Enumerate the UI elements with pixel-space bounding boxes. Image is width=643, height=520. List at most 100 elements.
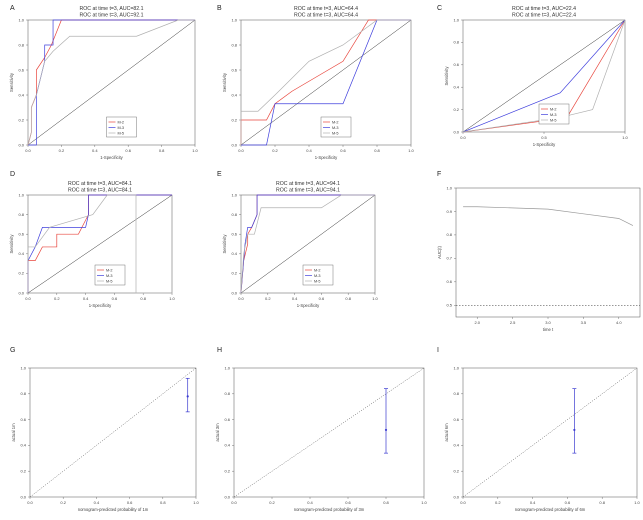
x-axis-label: 1-Specificity	[315, 155, 338, 160]
x-tick-label: 0.6	[340, 148, 346, 153]
roc-curve-m-5	[462, 19, 626, 133]
x-tick-label: 0.0	[460, 500, 466, 505]
panel-letter-i: I	[437, 347, 439, 354]
y-tick-label: 1.0	[20, 365, 26, 370]
x-axis-label: 1-Specificity	[89, 303, 112, 308]
y-tick-label: 0.8	[453, 391, 459, 396]
x-tick-label: 1.0	[193, 500, 199, 505]
x-tick-label: 0.2	[60, 500, 66, 505]
x-tick-label: 0.0	[25, 296, 31, 301]
y-tick-label: 0.4	[231, 92, 237, 97]
x-tick-label: 0.6	[127, 500, 133, 505]
x-tick-label: 0.6	[319, 296, 325, 301]
chart-title: ROC at time t=3, AUC=64.4	[294, 13, 358, 19]
y-tick-label: 0.6	[224, 417, 230, 422]
reference-diagonal	[240, 194, 376, 294]
y-tick-label: 0.6	[18, 67, 24, 72]
y-tick-label: 0.0	[18, 290, 24, 295]
roc-curve-m-5	[240, 19, 411, 145]
plot-frame	[29, 367, 197, 498]
chart-title: ROC at time t=3, AUC=84.1	[68, 181, 132, 187]
y-tick-label: 0.4	[453, 85, 459, 90]
y-tick-label: 1.0	[446, 185, 452, 190]
roc-curve-m-3	[27, 194, 172, 293]
y-tick-label: 0.6	[453, 62, 459, 67]
y-tick-label: 0.8	[446, 232, 452, 237]
auc-curve	[463, 206, 634, 226]
y-tick-label: 0.2	[231, 117, 237, 122]
legend-label: M-5	[106, 279, 113, 283]
x-tick-label: 1.0	[634, 500, 640, 505]
y-axis-label: AUC(t)	[437, 245, 442, 258]
y-tick-label: 1.0	[18, 192, 24, 197]
chart-title: ROC at time t=3, AUC=22.4	[512, 13, 576, 19]
legend-label: M-2	[332, 120, 339, 124]
calibration-diagonal	[462, 367, 638, 498]
x-tick-label: 0.0	[25, 148, 31, 153]
reference-diagonal	[27, 194, 173, 294]
x-axis-label: nomogram-predicted probability of 1m	[78, 507, 149, 512]
x-tick-label: 0.2	[59, 148, 65, 153]
x-tick-label: 0.8	[345, 296, 351, 301]
legend-label: M-3	[314, 274, 321, 278]
calibration-point	[573, 428, 576, 432]
x-tick-label: 0.4	[83, 296, 89, 301]
legend-label: M-3	[106, 274, 113, 278]
y-tick-label: 0.2	[224, 469, 230, 474]
y-axis-label: Sensitivity	[9, 234, 14, 254]
reference-diagonal	[240, 19, 412, 146]
y-axis-label: actual 6m	[444, 423, 449, 442]
y-tick-label: 0.0	[231, 290, 237, 295]
plot-frame	[233, 367, 425, 498]
y-tick-label: 1.0	[224, 365, 230, 370]
x-axis-label: 1-Specificity	[297, 303, 320, 308]
y-tick-label: 1.0	[453, 17, 459, 22]
x-tick-label: 0.6	[565, 500, 571, 505]
panel-f: F 2.0 2.5 3.0 3.5 4.0 0.5 0.6 0.7 0.8 0.9 1.0 time t…	[437, 171, 641, 332]
y-tick-label: 0.4	[453, 443, 459, 448]
x-tick-label: 1.0	[372, 296, 378, 301]
x-tick-label: 0.4	[306, 148, 312, 153]
y-axis-label: Sensitivity	[444, 66, 449, 86]
x-tick-label: 0.8	[159, 148, 165, 153]
panel-letter-c: C	[437, 5, 442, 12]
x-tick-label: 1.0	[622, 135, 628, 140]
x-tick-label: 0.0	[238, 296, 244, 301]
x-axis-label: 1-Specificity	[533, 142, 556, 147]
x-tick-label: 0.2	[265, 296, 271, 301]
y-tick-label: 0.8	[18, 212, 24, 217]
y-tick-label: 0.0	[224, 494, 230, 499]
roc-curve-m-3	[462, 19, 626, 133]
roc-curve-m-5	[240, 194, 375, 294]
reference-diagonal	[27, 19, 196, 146]
x-axis-label: nomogram-predicted probability of 6m	[515, 507, 586, 512]
x-tick-label: 0.4	[307, 500, 313, 505]
roc-curve-m-3	[241, 19, 411, 146]
x-tick-label: 0.0	[460, 135, 466, 140]
y-tick-label: 0.2	[20, 469, 26, 474]
legend-label: M-3	[550, 113, 557, 117]
panel-g: G 0.0 0.2 0.4 0.6 0.8 1.0 0.0 0.2 0.4 0.6 0.8 1.0 nom…	[10, 347, 200, 512]
x-tick-label: 0.4	[92, 148, 98, 153]
x-tick-label: 0.6	[345, 500, 351, 505]
legend-label: M-3	[332, 126, 339, 130]
x-tick-label: 0.2	[269, 500, 275, 505]
y-tick-label: 0.8	[231, 212, 237, 217]
x-tick-label: 1.0	[192, 148, 198, 153]
x-tick-label: 0.2	[272, 148, 278, 153]
x-tick-label: 0.2	[54, 296, 60, 301]
x-tick-label: 0.0	[27, 500, 33, 505]
legend-label: M-3	[118, 126, 125, 130]
y-tick-label: 0.6	[231, 232, 237, 237]
legend-label: M-5	[314, 279, 321, 283]
x-tick-label: 0.5	[541, 135, 547, 140]
y-tick-label: 1.0	[231, 192, 237, 197]
chart-title: ROC at time t=3, AUC=64.4	[294, 6, 358, 12]
calibration-diagonal	[29, 367, 197, 498]
y-tick-label: 0.9	[446, 209, 452, 214]
roc-curve-m-3	[28, 19, 195, 146]
y-tick-label: 0.4	[18, 92, 24, 97]
